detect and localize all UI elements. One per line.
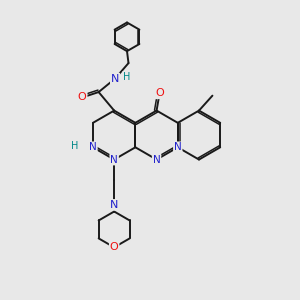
Text: N: N: [153, 154, 160, 165]
Text: N: N: [110, 200, 118, 210]
Text: N: N: [89, 142, 97, 152]
Text: O: O: [155, 88, 164, 98]
Text: O: O: [110, 242, 118, 252]
Text: N: N: [110, 154, 118, 165]
Text: N: N: [174, 142, 182, 152]
Text: N: N: [111, 74, 119, 84]
Text: O: O: [78, 92, 87, 102]
Text: H: H: [123, 72, 130, 82]
Text: H: H: [71, 141, 79, 151]
